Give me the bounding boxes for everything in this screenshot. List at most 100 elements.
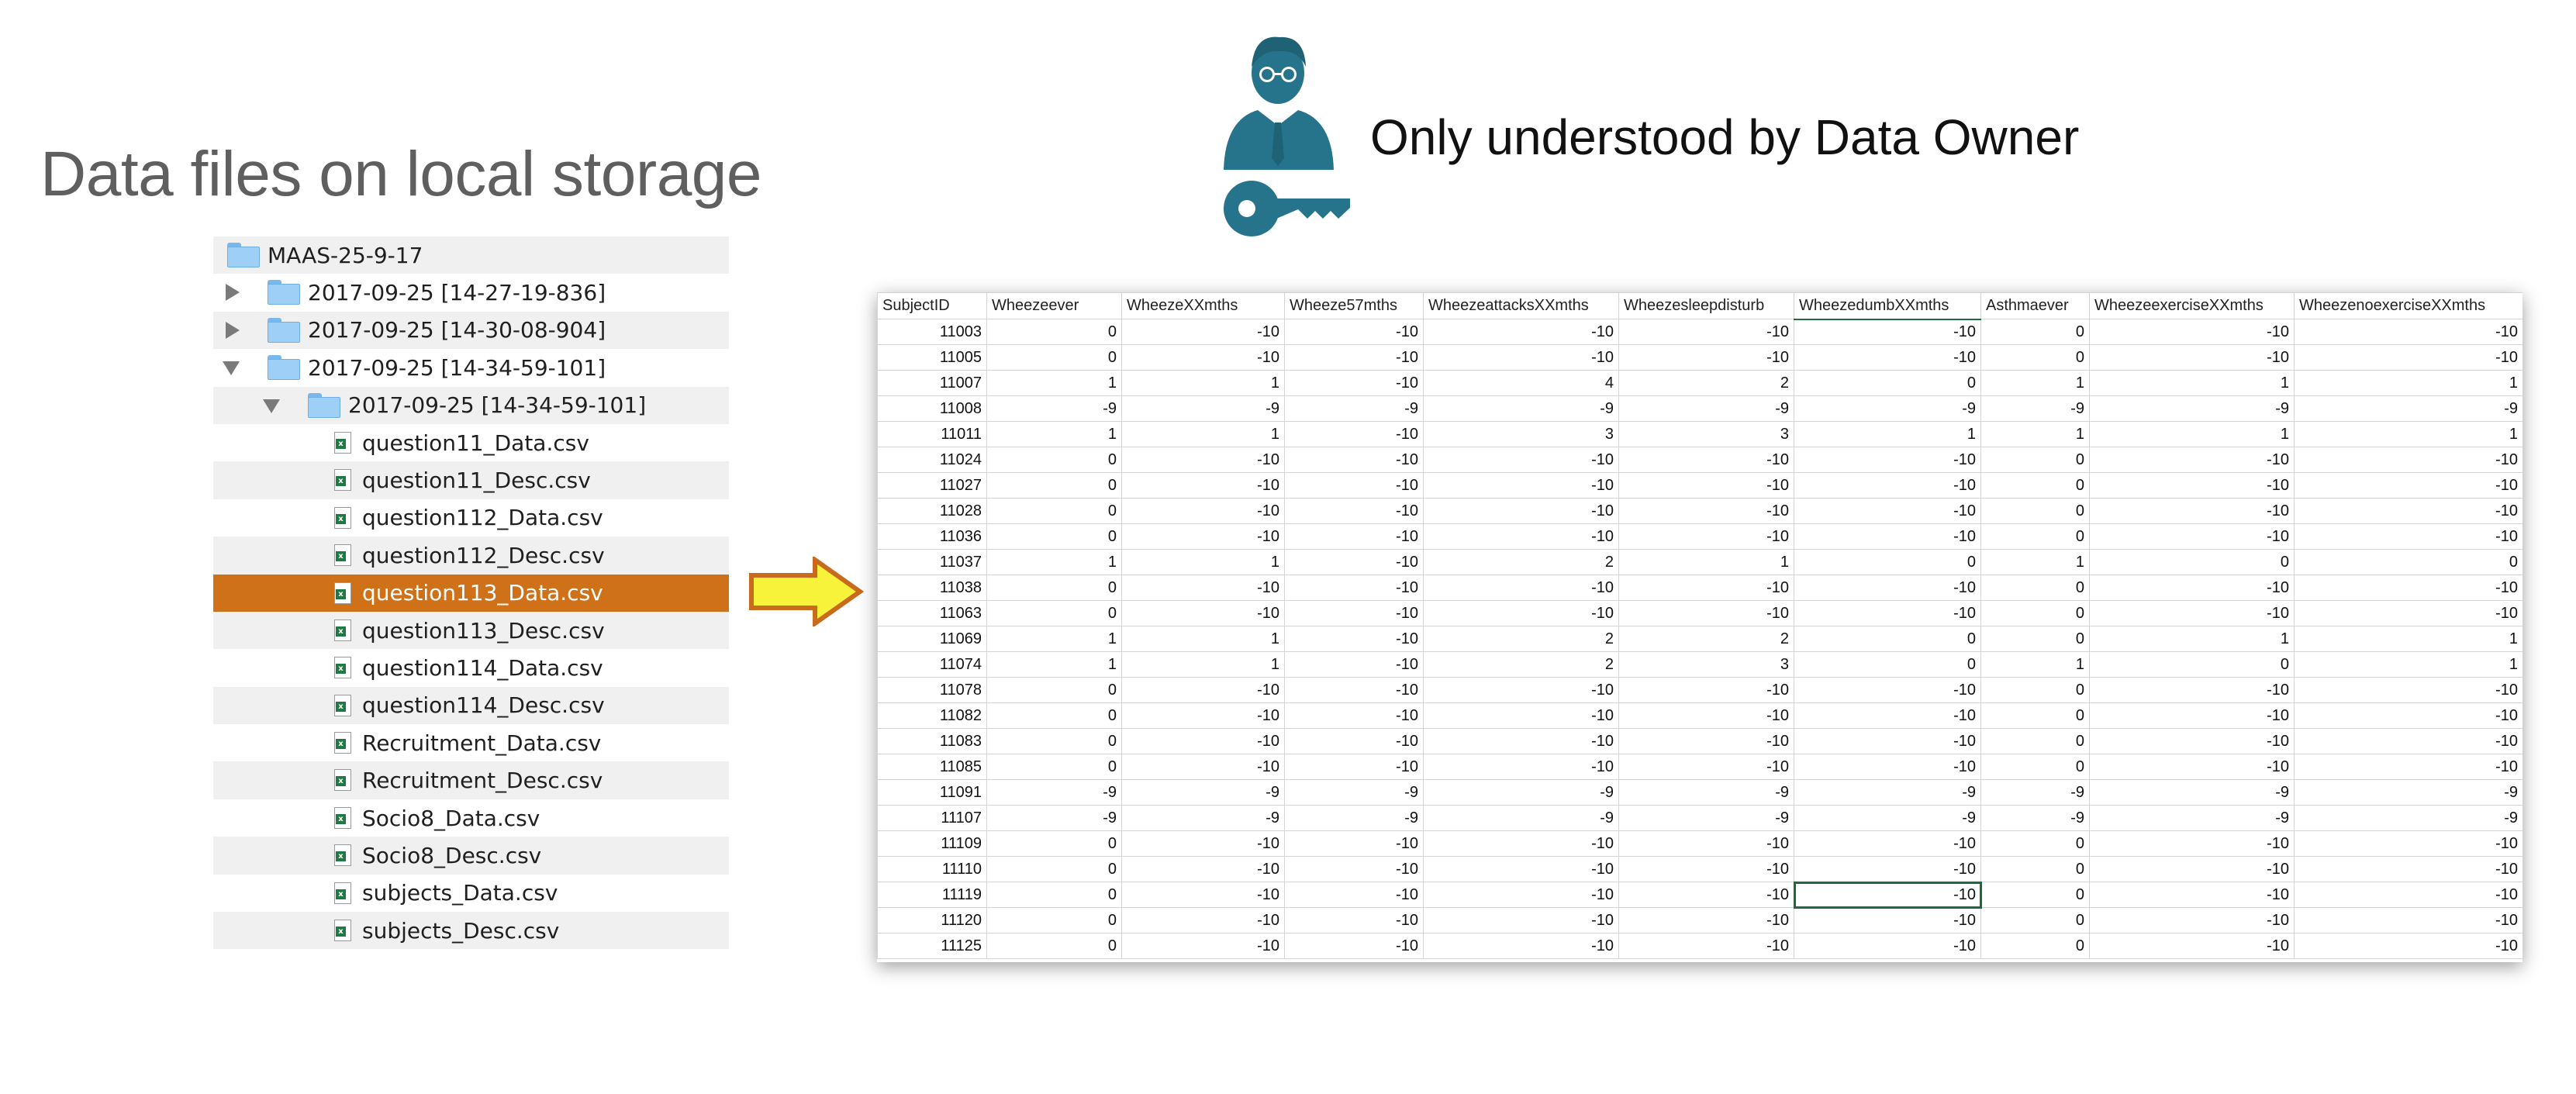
table-cell[interactable]: -10 <box>1794 677 1981 703</box>
table-cell[interactable]: 11011 <box>877 421 987 447</box>
table-cell[interactable]: 1 <box>1980 421 2090 447</box>
table-cell[interactable]: 1 <box>986 651 1122 678</box>
table-cell[interactable]: 1 <box>1980 651 2090 678</box>
disclosure-expanded-icon[interactable] <box>263 399 280 413</box>
table-cell[interactable]: -9 <box>1423 779 1619 806</box>
table-cell[interactable]: 11063 <box>877 600 987 626</box>
table-cell[interactable]: 2 <box>1423 549 1619 575</box>
table-cell[interactable]: -10 <box>1618 728 1794 754</box>
tree-file-row[interactable]: x Recruitment_Desc.csv <box>213 761 729 799</box>
table-cell[interactable]: 11082 <box>877 702 987 729</box>
table-cell[interactable]: -10 <box>1121 498 1285 524</box>
table-cell[interactable]: -10 <box>1121 677 1285 703</box>
table-cell[interactable]: -10 <box>1284 575 1424 601</box>
tree-file-row[interactable]: x Recruitment_Data.csv <box>213 724 729 761</box>
table-cell[interactable]: -10 <box>1618 907 1794 934</box>
table-cell[interactable]: -10 <box>1121 575 1285 601</box>
table-cell[interactable]: -10 <box>1618 498 1794 524</box>
table-cell[interactable]: -10 <box>1423 933 1619 959</box>
table-cell[interactable]: -10 <box>2294 882 2522 908</box>
table-cell[interactable]: -10 <box>1423 728 1619 754</box>
table-cell[interactable]: -9 <box>1121 805 1285 831</box>
table-cell[interactable]: -10 <box>1618 754 1794 780</box>
tree-folder-row[interactable]: 2017-09-25 [14-27-19-836] <box>213 274 729 311</box>
tree-file-row[interactable]: x question11_Data.csv <box>213 424 729 461</box>
table-cell[interactable]: -10 <box>2294 600 2522 626</box>
table-cell[interactable]: -9 <box>1423 395 1619 422</box>
table-cell[interactable]: -10 <box>1618 702 1794 729</box>
table-cell[interactable]: 11024 <box>877 447 987 473</box>
table-cell[interactable]: -10 <box>1618 319 1794 345</box>
table-cell[interactable]: -10 <box>1284 856 1424 882</box>
table-cell[interactable]: -10 <box>1121 933 1285 959</box>
table-cell[interactable]: -10 <box>1121 856 1285 882</box>
table-cell[interactable]: -9 <box>1618 779 1794 806</box>
table-cell[interactable]: -10 <box>1423 856 1619 882</box>
table-cell[interactable]: 1 <box>2294 370 2522 396</box>
table-cell[interactable]: 0 <box>1980 882 2090 908</box>
table-cell[interactable]: -10 <box>1284 421 1424 447</box>
table-cell[interactable]: 0 <box>2294 549 2522 575</box>
table-cell[interactable]: -10 <box>1121 600 1285 626</box>
table-cell[interactable]: -10 <box>2294 856 2522 882</box>
table-cell[interactable]: -10 <box>1284 523 1424 550</box>
table-cell[interactable]: -10 <box>1423 677 1619 703</box>
table-cell[interactable]: -10 <box>1121 754 1285 780</box>
table-cell[interactable]: -10 <box>1794 447 1981 473</box>
table-cell[interactable]: -9 <box>1284 805 1424 831</box>
table-cell[interactable]: 0 <box>986 319 1122 345</box>
table-cell[interactable]: -9 <box>1618 395 1794 422</box>
table-cell[interactable]: 1 <box>2089 421 2295 447</box>
table-cell[interactable]: 1 <box>2089 370 2295 396</box>
column-header[interactable]: WheezedumbXXmths <box>1794 292 1981 320</box>
table-cell[interactable]: -10 <box>2294 702 2522 729</box>
tree-folder-row[interactable]: 2017-09-25 [14-34-59-101] <box>213 349 729 386</box>
table-cell[interactable]: -10 <box>1423 523 1619 550</box>
table-cell[interactable]: 11083 <box>877 728 987 754</box>
table-cell[interactable]: -9 <box>1284 779 1424 806</box>
table-cell[interactable]: -10 <box>2294 472 2522 499</box>
table-cell[interactable]: 0 <box>1980 907 2090 934</box>
table-cell[interactable]: -10 <box>2294 319 2522 345</box>
table-cell[interactable]: -9 <box>1794 805 1981 831</box>
table-cell[interactable]: -9 <box>986 395 1122 422</box>
table-cell[interactable]: 0 <box>1794 626 1981 652</box>
table-cell[interactable]: -10 <box>1794 472 1981 499</box>
table-cell[interactable]: 0 <box>986 882 1122 908</box>
table-cell[interactable]: 0 <box>1980 575 2090 601</box>
table-cell[interactable]: -10 <box>2294 498 2522 524</box>
table-cell[interactable]: 1 <box>1121 421 1285 447</box>
table-cell[interactable]: 1 <box>1121 549 1285 575</box>
table-cell[interactable]: 11110 <box>877 856 987 882</box>
table-cell[interactable]: -10 <box>1794 523 1981 550</box>
table-cell[interactable]: -10 <box>2294 344 2522 371</box>
tree-file-row[interactable]: x subjects_Desc.csv <box>213 912 729 950</box>
table-cell[interactable]: 1 <box>986 421 1122 447</box>
tree-file-row[interactable]: x Socio8_Data.csv <box>213 799 729 837</box>
table-cell[interactable]: -10 <box>1121 882 1285 908</box>
table-cell[interactable]: 1 <box>986 370 1122 396</box>
table-cell[interactable]: 0 <box>986 498 1122 524</box>
table-cell[interactable]: 11109 <box>877 830 987 857</box>
table-cell[interactable]: 0 <box>1980 933 2090 959</box>
column-header[interactable]: Wheezesleepdisturb <box>1618 292 1794 319</box>
table-cell[interactable]: 11003 <box>877 319 987 345</box>
table-cell[interactable]: -10 <box>2294 447 2522 473</box>
table-cell[interactable]: 0 <box>986 728 1122 754</box>
table-cell[interactable]: -10 <box>1618 344 1794 371</box>
table-cell[interactable]: 0 <box>1980 830 2090 857</box>
table-cell[interactable]: -10 <box>1121 830 1285 857</box>
table-cell[interactable]: 2 <box>1423 626 1619 652</box>
table-cell[interactable]: 0 <box>986 754 1122 780</box>
table-cell[interactable]: 0 <box>986 600 1122 626</box>
tree-folder-row[interactable]: MAAS-25-9-17 <box>213 236 729 274</box>
column-header[interactable]: WheezenoexerciseXXmths <box>2294 292 2522 319</box>
table-cell[interactable]: -10 <box>1284 728 1424 754</box>
table-cell[interactable]: -10 <box>1423 575 1619 601</box>
table-cell[interactable]: 1 <box>2089 626 2295 652</box>
table-cell[interactable]: -9 <box>1794 779 1981 806</box>
table-cell[interactable]: -9 <box>1980 805 2090 831</box>
tree-file-row[interactable]: x question112_Data.csv <box>213 499 729 537</box>
table-cell[interactable]: -10 <box>1794 498 1981 524</box>
table-cell[interactable]: 1 <box>1121 651 1285 678</box>
